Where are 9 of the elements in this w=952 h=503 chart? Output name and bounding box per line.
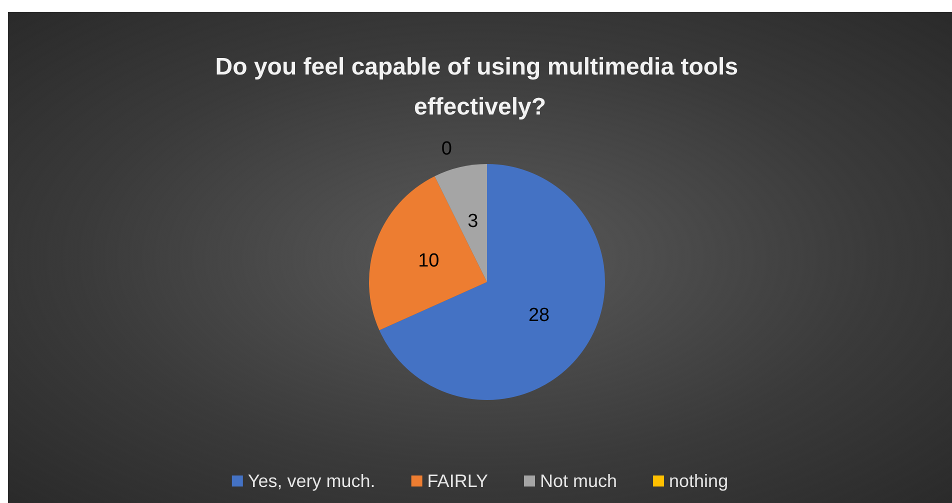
data-label: 10 bbox=[418, 250, 440, 272]
legend-label: FAIRLY bbox=[427, 471, 488, 491]
legend-label: Not much bbox=[540, 471, 618, 491]
legend-label: nothing bbox=[669, 471, 728, 491]
chart-title: Do you feel capable of using multimedia tools effectively? bbox=[215, 54, 745, 120]
data-label: 3 bbox=[468, 211, 478, 232]
text: 0 bbox=[441, 138, 452, 160]
legend-label: Yes, very much. bbox=[248, 471, 376, 491]
data-label: 28 bbox=[528, 305, 550, 326]
